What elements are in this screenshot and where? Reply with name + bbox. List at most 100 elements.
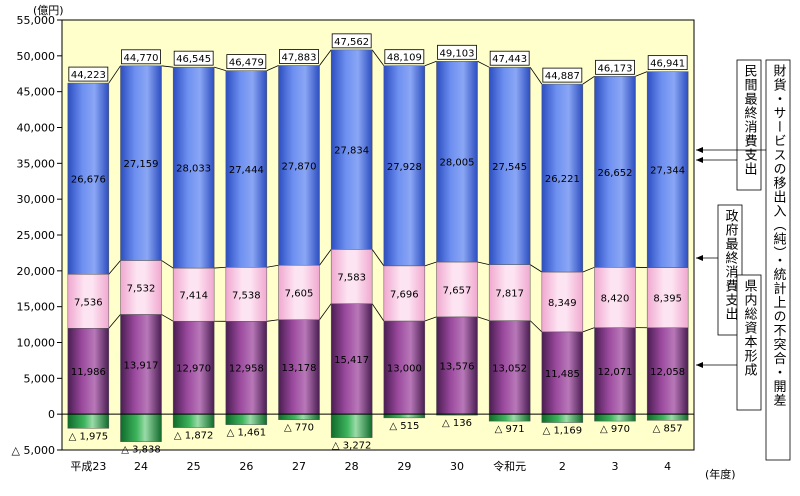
bar-segment-series-1 — [383, 265, 426, 322]
series-connector-line — [214, 266, 226, 269]
bar-value-label: 12,071 — [598, 367, 633, 378]
series-connector-line — [161, 65, 174, 68]
bar-segment-series-1 — [330, 249, 373, 304]
bar-value-label: 7,532 — [127, 283, 156, 294]
x-tick-label: 平成23 — [70, 460, 106, 473]
bar-segment-series-1 — [120, 260, 162, 315]
bar-segment-series-0 — [120, 314, 162, 415]
bar-value-label: 7,605 — [285, 288, 314, 299]
bar-segment-series-3 — [120, 413, 162, 442]
legend-item: 政府最終消費支出 — [696, 204, 743, 336]
bar-value-label: 7,817 — [495, 289, 524, 300]
bar-segment-series-2 — [646, 71, 689, 268]
bar-segment-series-3 — [67, 413, 110, 429]
total-box — [331, 33, 372, 49]
series-connector-line — [319, 249, 332, 266]
bar-value-label: △ 3,838 — [121, 445, 161, 456]
bar-value-label: △ 3,272 — [332, 441, 372, 452]
y-tick-label: 55,000 — [17, 14, 56, 27]
total-box — [279, 49, 319, 64]
legend-item: 民間最終消費支出 — [696, 59, 762, 191]
bar-value-label: 26,221 — [545, 174, 580, 185]
bar-value-label: 27,444 — [229, 165, 264, 176]
bar-segment-series-3 — [646, 413, 689, 421]
legend-box — [765, 59, 791, 461]
bar-segment-series-2 — [383, 65, 426, 267]
bar-value-label: 26,676 — [71, 175, 106, 186]
bar-value-label: △ 1,872 — [174, 431, 214, 442]
series-connector-line — [424, 261, 437, 267]
y-tick-label: 5,000 — [24, 372, 56, 385]
total-box — [68, 66, 109, 82]
bar-value-label: 27,870 — [282, 161, 317, 172]
bar-segment-series-2 — [436, 61, 478, 263]
total-box — [173, 50, 214, 66]
bar-segment-series-0 — [383, 320, 426, 415]
series-connector-line — [266, 65, 279, 71]
series-connector-line — [161, 314, 174, 322]
bar-segment-series-2 — [120, 65, 162, 261]
x-tick-label: 2 — [559, 460, 566, 473]
total-label: 46,173 — [598, 63, 633, 74]
arrow-head-icon — [696, 147, 703, 153]
bar-value-label: △ 970 — [600, 424, 630, 435]
y-axis: △ 5,000 0 5,000 10,000 15,000 20,000 25,000 30,… — [12, 14, 62, 457]
bar-segment-series-2 — [330, 49, 373, 250]
total-box — [384, 49, 425, 65]
bar-segment-series-0 — [541, 331, 584, 415]
y-tick-label: 35,000 — [17, 157, 56, 170]
bar-value-label: △ 1,975 — [69, 431, 109, 442]
total-label: 44,887 — [545, 71, 580, 82]
bar-value-label: 13,576 — [440, 362, 475, 373]
legend-box — [736, 59, 762, 191]
series-connector-line — [161, 260, 174, 269]
bar-segment-series-2 — [541, 83, 584, 273]
series-connector-line — [582, 266, 595, 273]
bar-value-label: 15,417 — [334, 355, 369, 366]
total-label: 46,545 — [176, 54, 211, 65]
arrow-head-icon — [696, 157, 703, 163]
series-connector-line — [582, 75, 595, 85]
series-connector-line — [529, 66, 543, 85]
total-label: 47,443 — [492, 54, 527, 65]
x-tick-label: 24 — [134, 460, 148, 473]
bar-value-label: △ 971 — [495, 424, 525, 435]
y-tick-label: 0 — [48, 408, 55, 421]
total-label: 47,562 — [334, 37, 369, 48]
bar-value-label: 13,917 — [124, 360, 159, 371]
total-label: 46,479 — [229, 58, 264, 69]
bar-value-label: 12,970 — [176, 364, 211, 375]
bar-segment-series-3 — [383, 413, 426, 419]
bar-segment-series-1 — [278, 264, 320, 320]
series-connector-line — [371, 249, 385, 267]
bar-value-label: 13,178 — [282, 363, 317, 374]
series-connector-line — [477, 60, 490, 68]
bar-segment-series-0 — [172, 320, 215, 415]
total-label: 49,103 — [440, 48, 475, 59]
x-tick-label: 30 — [450, 460, 464, 473]
bar-value-label: 7,583 — [337, 273, 366, 284]
total-label: 47,883 — [282, 52, 317, 63]
series-connector-line — [371, 49, 385, 66]
series-connector-line — [108, 65, 121, 84]
bar-value-label: 13,000 — [387, 364, 422, 375]
bar-value-label: △ 770 — [284, 423, 314, 434]
bar-value-label: 7,657 — [443, 285, 472, 296]
bar-value-label: △ 857 — [653, 423, 683, 434]
bar-value-label: 7,696 — [390, 289, 419, 300]
series-connector-line — [371, 303, 385, 322]
bar-segment-series-2 — [172, 66, 215, 269]
legend-box — [736, 274, 762, 411]
legend-label: 財貨・サービスの移出入（純）・統計上の不突合・開差 — [771, 64, 787, 408]
y-tick-label: 15,000 — [17, 301, 56, 314]
bar-value-label: △ 1,461 — [227, 428, 267, 439]
bar-segment-series-2 — [278, 65, 320, 266]
series-connector-lines — [108, 49, 648, 333]
bar-value-label: 27,159 — [124, 159, 159, 170]
bar-value-label: 27,834 — [334, 146, 369, 157]
y-tick-label: 10,000 — [17, 337, 56, 350]
bar-segment-series-3 — [172, 413, 215, 428]
bar-segment-series-1 — [436, 261, 478, 318]
bar-segment-series-0 — [646, 327, 689, 415]
total-label: 44,770 — [124, 53, 159, 64]
